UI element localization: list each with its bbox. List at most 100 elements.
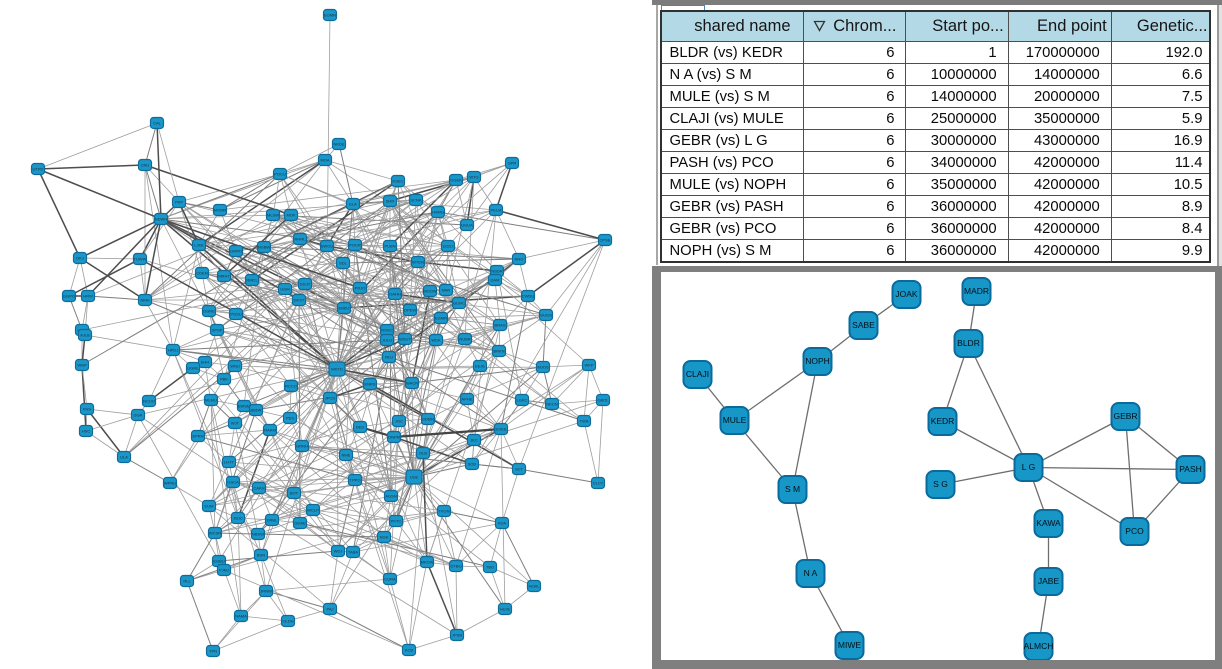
svg-text:S G: S G: [933, 479, 948, 489]
svg-text:EUM: EUM: [205, 504, 214, 509]
svg-text:SDL: SDL: [339, 261, 348, 266]
svg-text:UGML: UGML: [187, 366, 199, 371]
svg-text:CLAJI: CLAJI: [685, 369, 708, 379]
svg-text:DGJT: DGJT: [300, 282, 311, 287]
svg-text:MLSW: MLSW: [267, 213, 279, 218]
svg-text:KAWA: KAWA: [1036, 518, 1061, 528]
svg-text:BRKN: BRKN: [493, 349, 504, 354]
svg-text:BNAS: BNAS: [495, 323, 506, 328]
svg-text:JPSB: JPSB: [452, 633, 462, 638]
svg-text:JKC: JKC: [470, 438, 478, 443]
svg-text:OAHH: OAHH: [389, 292, 401, 297]
svg-text:NCUO: NCUO: [143, 399, 155, 404]
svg-text:PJMJ: PJMJ: [219, 568, 229, 573]
svg-text:TABA: TABA: [348, 550, 358, 555]
svg-text:POCR: POCR: [349, 243, 361, 248]
svg-text:MLMU: MLMU: [205, 398, 217, 403]
svg-text:CWDU: CWDU: [522, 294, 535, 299]
svg-text:APHE: APHE: [462, 397, 473, 402]
svg-text:BLDR: BLDR: [957, 338, 980, 348]
svg-text:AJLB: AJLB: [80, 333, 90, 338]
svg-text:SHR: SHR: [386, 199, 395, 204]
svg-text:JPCD: JPCD: [325, 396, 336, 401]
svg-text:GDAE: GDAE: [294, 521, 306, 526]
svg-text:PCO: PCO: [1125, 526, 1144, 536]
svg-text:OLDH: OLDH: [282, 619, 293, 624]
svg-text:N A: N A: [803, 568, 817, 578]
svg-text:NGK: NGK: [380, 535, 389, 540]
svg-text:RNO: RNO: [515, 257, 524, 262]
svg-text:WPNU: WPNU: [164, 481, 176, 486]
svg-text:SWOU: SWOU: [321, 244, 334, 249]
svg-text:SCNK: SCNK: [410, 198, 421, 203]
svg-text:DAM: DAM: [491, 278, 500, 283]
svg-text:WKP: WKP: [584, 363, 593, 368]
svg-text:HRW: HRW: [83, 294, 93, 299]
svg-text:EEJE: EEJE: [475, 364, 485, 369]
svg-text:TPN: TPN: [209, 649, 217, 654]
svg-text:TPPO: TPPO: [350, 478, 361, 483]
svg-text:CDEN: CDEN: [196, 271, 207, 276]
svg-text:WTG: WTG: [469, 175, 478, 180]
svg-text:GPR: GPR: [508, 161, 517, 166]
svg-text:KDA: KDA: [498, 521, 507, 526]
svg-text:PAJ: PAJ: [326, 607, 333, 612]
svg-text:SABE: SABE: [852, 320, 875, 330]
svg-text:MKCW: MKCW: [421, 560, 434, 565]
svg-text:EOMN: EOMN: [324, 13, 336, 18]
svg-text:AGSN: AGSN: [385, 494, 396, 499]
svg-text:JBJC: JBJC: [233, 516, 243, 521]
svg-text:NOPH: NOPH: [805, 356, 830, 366]
svg-text:MOOW: MOOW: [423, 289, 437, 294]
svg-text:S M: S M: [784, 484, 799, 494]
svg-text:EHH: EHH: [201, 360, 210, 365]
svg-text:CAL: CAL: [153, 121, 162, 126]
svg-text:MOMR: MOMR: [214, 208, 227, 213]
svg-text:DKJ: DKJ: [76, 256, 84, 261]
svg-text:OMPD: OMPD: [230, 249, 242, 254]
svg-text:CURA: CURA: [384, 577, 396, 582]
svg-text:GGPO: GGPO: [63, 294, 75, 299]
svg-text:WDK: WDK: [431, 338, 441, 343]
svg-text:ELA: ELA: [349, 202, 357, 207]
svg-text:WJT: WJT: [231, 421, 240, 426]
svg-text:NKCN: NKCN: [546, 402, 557, 407]
svg-text:KSEC: KSEC: [393, 179, 404, 184]
svg-text:RLL: RLL: [183, 579, 191, 584]
svg-text:ULA: ULA: [120, 455, 128, 460]
svg-text:RHRL: RHRL: [295, 237, 307, 242]
svg-text:NSDR: NSDR: [491, 269, 502, 274]
svg-text:LHTT: LHTT: [224, 460, 235, 465]
svg-text:L G: L G: [1021, 462, 1034, 472]
svg-text:CAKH: CAKH: [253, 486, 264, 491]
svg-text:HPDJ: HPDJ: [168, 348, 178, 353]
svg-text:DED: DED: [356, 425, 365, 430]
svg-text:ONPM: ONPM: [388, 435, 400, 440]
svg-text:UGM: UGM: [280, 287, 289, 292]
svg-text:KNRS: KNRS: [364, 382, 375, 387]
svg-text:EOEE: EOEE: [495, 427, 506, 432]
svg-text:PUBN: PUBN: [384, 244, 395, 249]
svg-text:BOT: BOT: [290, 491, 299, 496]
svg-text:MIWE: MIWE: [837, 640, 860, 650]
svg-text:RAAM: RAAM: [264, 428, 276, 433]
svg-text:MOK: MOK: [286, 213, 295, 218]
svg-text:PELM: PELM: [491, 208, 502, 213]
svg-text:UUE: UUE: [410, 475, 419, 480]
svg-text:NDWH: NDWH: [155, 217, 168, 222]
svg-text:HLWL: HLWL: [529, 584, 541, 589]
svg-text:MADR: MADR: [963, 286, 988, 296]
svg-text:DRBL: DRBL: [267, 518, 278, 523]
svg-text:WTEN: WTEN: [412, 260, 424, 265]
svg-text:PBK: PBK: [220, 377, 228, 382]
svg-text:TKGN: TKGN: [438, 509, 449, 514]
svg-text:GRNH: GRNH: [296, 444, 308, 449]
svg-text:PGSU: PGSU: [230, 312, 241, 317]
svg-text:NUBR: NUBR: [459, 337, 470, 342]
svg-text:DKST: DKST: [294, 298, 305, 303]
svg-text:GEBR: GEBR: [1113, 411, 1137, 421]
svg-text:JULG: JULG: [382, 338, 392, 343]
svg-text:MRHT: MRHT: [218, 274, 230, 279]
svg-text:KEDR: KEDR: [930, 416, 954, 426]
svg-text:NME: NME: [342, 453, 351, 458]
